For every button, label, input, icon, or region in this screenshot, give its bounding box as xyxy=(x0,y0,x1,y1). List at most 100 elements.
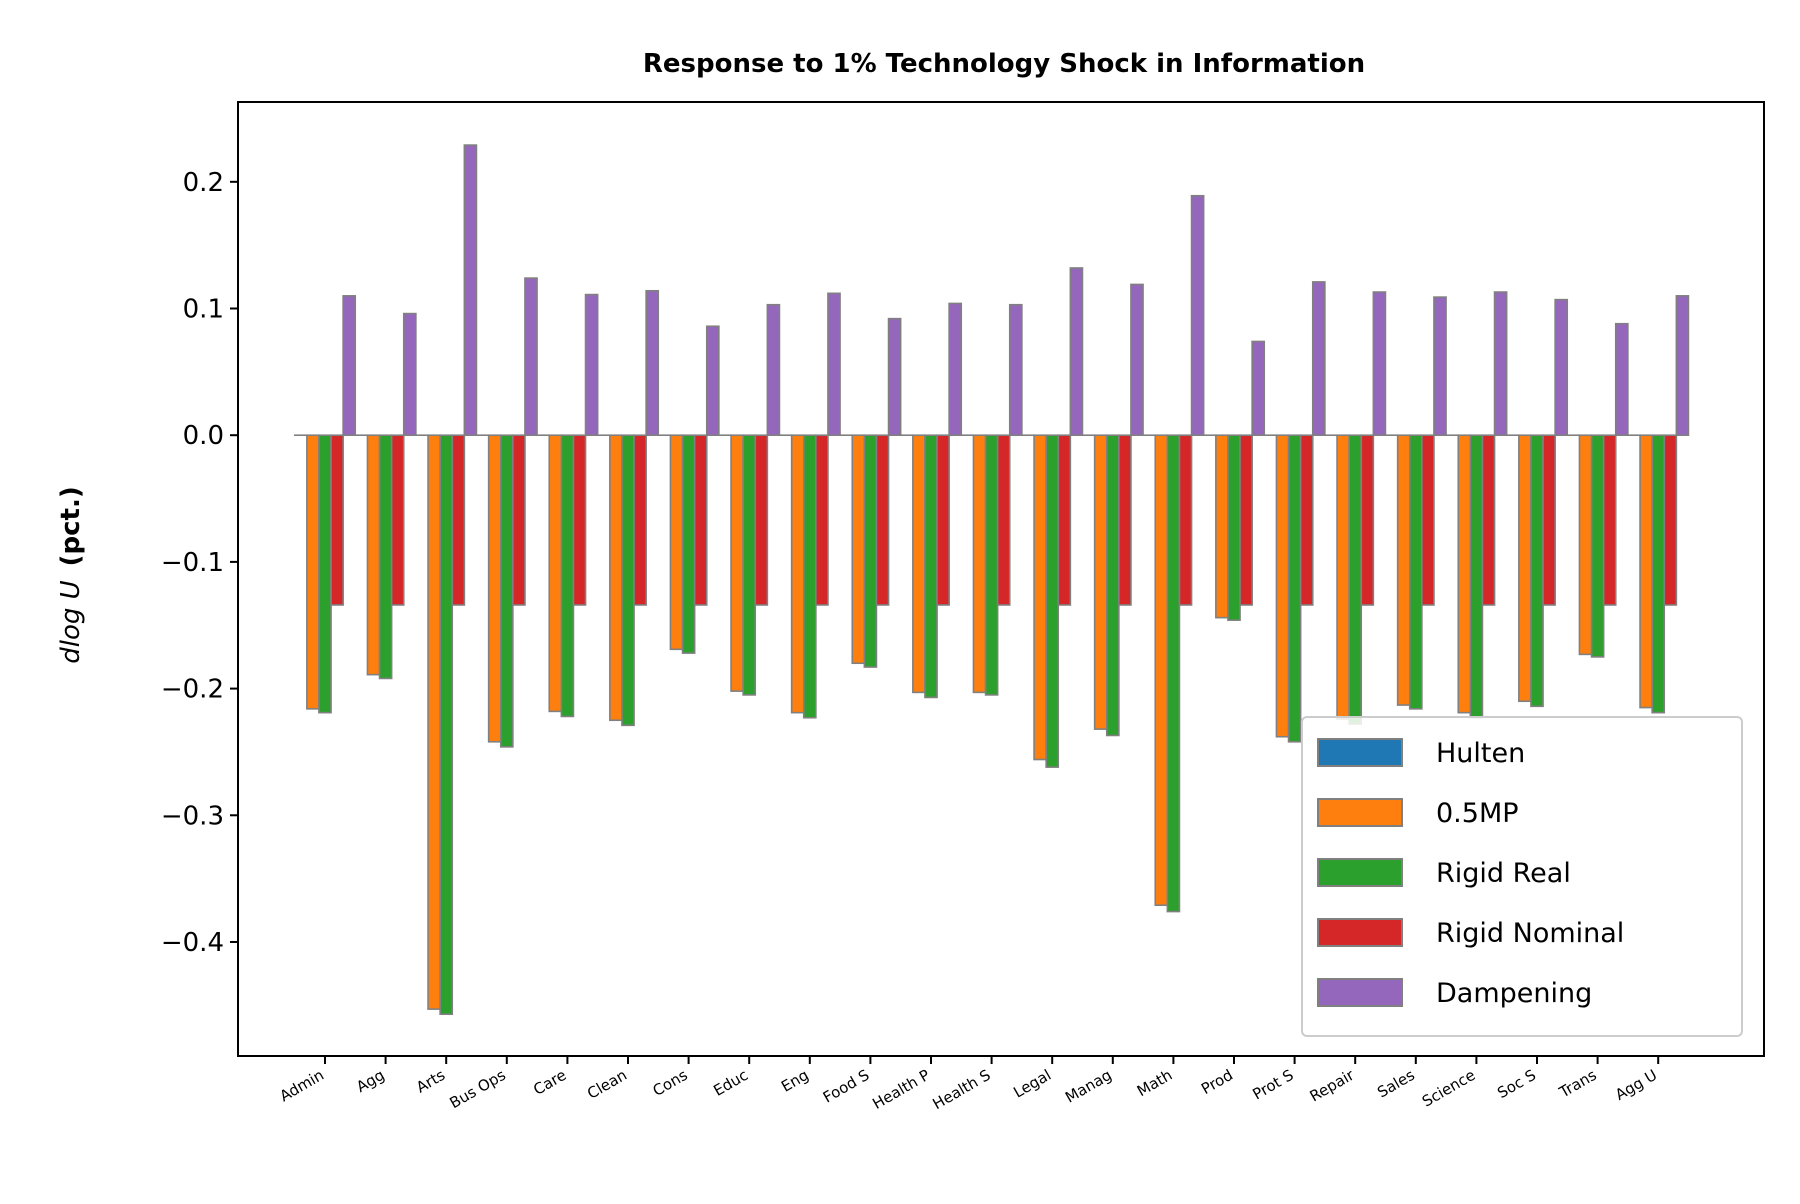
bar-rigid-real-16 xyxy=(1289,435,1301,742)
bar-rigid-nominal-9 xyxy=(876,435,888,605)
bar-rigid-real-9 xyxy=(864,435,876,667)
bar-dampening-0 xyxy=(343,296,355,435)
bar-dampening-20 xyxy=(1555,300,1567,436)
y-tick-label: 0.0 xyxy=(183,421,224,451)
bar-rigid-real-8 xyxy=(804,435,816,718)
legend-label-hulten: Hulten xyxy=(1436,738,1525,769)
bar-0-5mp-2 xyxy=(428,435,440,1009)
legend-label-dampening: Dampening xyxy=(1436,978,1592,1009)
bar-dampening-12 xyxy=(1070,268,1082,435)
bar-rigid-nominal-18 xyxy=(1422,435,1434,605)
bar-rigid-real-15 xyxy=(1228,435,1240,620)
bar-rigid-nominal-17 xyxy=(1361,435,1373,605)
bar-dampening-1 xyxy=(404,314,416,436)
bar-0-5mp-19 xyxy=(1458,435,1470,712)
bar-0-5mp-14 xyxy=(1155,435,1167,905)
bar-rigid-real-11 xyxy=(986,435,998,695)
legend: Hulten 0.5MP Rigid Real Rigid Nominal Dampen… xyxy=(1302,717,1742,1036)
bar-rigid-real-18 xyxy=(1410,435,1422,709)
bar-rigid-nominal-6 xyxy=(695,435,707,605)
bar-rigid-nominal-7 xyxy=(755,435,767,605)
bar-rigid-real-5 xyxy=(622,435,634,725)
bar-dampening-9 xyxy=(889,319,901,436)
bar-0-5mp-13 xyxy=(1095,435,1107,729)
bar-dampening-8 xyxy=(828,293,840,435)
bar-rigid-nominal-21 xyxy=(1604,435,1616,605)
bar-0-5mp-20 xyxy=(1519,435,1531,701)
bar-rigid-real-21 xyxy=(1592,435,1604,657)
bar-0-5mp-21 xyxy=(1579,435,1591,654)
bar-dampening-15 xyxy=(1252,341,1264,435)
bar-rigid-real-13 xyxy=(1107,435,1119,735)
chart-title: Response to 1% Technology Shock in Infor… xyxy=(643,49,1365,79)
bar-0-5mp-22 xyxy=(1640,435,1652,707)
bar-rigid-nominal-22 xyxy=(1664,435,1676,605)
bar-rigid-real-17 xyxy=(1349,435,1361,724)
bar-0-5mp-16 xyxy=(1276,435,1288,737)
y-tick-label: −0.3 xyxy=(161,801,224,831)
bar-rigid-nominal-14 xyxy=(1179,435,1191,605)
bar-rigid-nominal-3 xyxy=(513,435,525,605)
bar-rigid-nominal-19 xyxy=(1482,435,1494,605)
y-axis-label-math: dlog U xyxy=(56,580,86,663)
bar-rigid-real-19 xyxy=(1470,435,1482,718)
bar-rigid-real-1 xyxy=(380,435,392,678)
bar-dampening-3 xyxy=(525,278,537,435)
bar-0-5mp-15 xyxy=(1216,435,1228,617)
bar-rigid-real-6 xyxy=(683,435,695,653)
bar-dampening-5 xyxy=(646,291,658,435)
bar-dampening-17 xyxy=(1373,292,1385,435)
bar-dampening-2 xyxy=(464,145,476,435)
y-axis-label-unit: (pct.) xyxy=(56,486,86,566)
y-tick-label: 0.2 xyxy=(183,168,224,198)
legend-swatch-0-5mp xyxy=(1318,799,1402,826)
bar-rigid-nominal-16 xyxy=(1301,435,1313,605)
bar-dampening-11 xyxy=(1010,305,1022,435)
bar-0-5mp-17 xyxy=(1337,435,1349,719)
bar-0-5mp-4 xyxy=(549,435,561,711)
bar-dampening-7 xyxy=(767,305,779,435)
bar-rigid-real-10 xyxy=(925,435,937,697)
legend-swatch-hulten xyxy=(1318,739,1402,766)
legend-label-rigid-real: Rigid Real xyxy=(1436,858,1571,889)
bar-0-5mp-8 xyxy=(792,435,804,712)
legend-label-rigid-nominal: Rigid Nominal xyxy=(1436,918,1624,949)
bar-dampening-18 xyxy=(1434,297,1446,435)
bar-rigid-nominal-20 xyxy=(1543,435,1555,605)
bar-rigid-nominal-2 xyxy=(452,435,464,605)
y-tick-label: −0.1 xyxy=(161,548,224,578)
bar-rigid-nominal-4 xyxy=(573,435,585,605)
bar-rigid-real-4 xyxy=(561,435,573,716)
bar-dampening-19 xyxy=(1495,292,1507,435)
legend-swatch-rigid-nominal xyxy=(1318,919,1402,946)
bar-0-5mp-12 xyxy=(1034,435,1046,759)
bar-rigid-nominal-0 xyxy=(331,435,343,605)
bar-0-5mp-5 xyxy=(610,435,622,720)
bar-dampening-4 xyxy=(586,295,598,436)
bar-0-5mp-1 xyxy=(367,435,379,674)
bar-rigid-real-20 xyxy=(1531,435,1543,706)
bar-rigid-nominal-12 xyxy=(1058,435,1070,605)
bar-0-5mp-6 xyxy=(670,435,682,649)
bar-rigid-nominal-5 xyxy=(634,435,646,605)
bar-rigid-real-3 xyxy=(501,435,513,747)
bar-rigid-nominal-11 xyxy=(998,435,1010,605)
bar-0-5mp-3 xyxy=(489,435,501,742)
bar-0-5mp-11 xyxy=(973,435,985,692)
bar-rigid-nominal-1 xyxy=(392,435,404,605)
bar-rigid-real-2 xyxy=(440,435,452,1014)
bar-rigid-real-14 xyxy=(1167,435,1179,911)
y-tick-label: −0.2 xyxy=(161,675,224,705)
bar-rigid-real-0 xyxy=(319,435,331,712)
bar-0-5mp-10 xyxy=(913,435,925,692)
bar-rigid-nominal-15 xyxy=(1240,435,1252,605)
bar-dampening-14 xyxy=(1192,196,1204,435)
y-tick-label: −0.4 xyxy=(161,928,224,958)
bar-0-5mp-0 xyxy=(307,435,319,709)
bar-dampening-6 xyxy=(707,326,719,435)
legend-swatch-dampening xyxy=(1318,979,1402,1006)
legend-label-0-5mp: 0.5MP xyxy=(1436,798,1519,829)
bar-dampening-16 xyxy=(1313,282,1325,435)
